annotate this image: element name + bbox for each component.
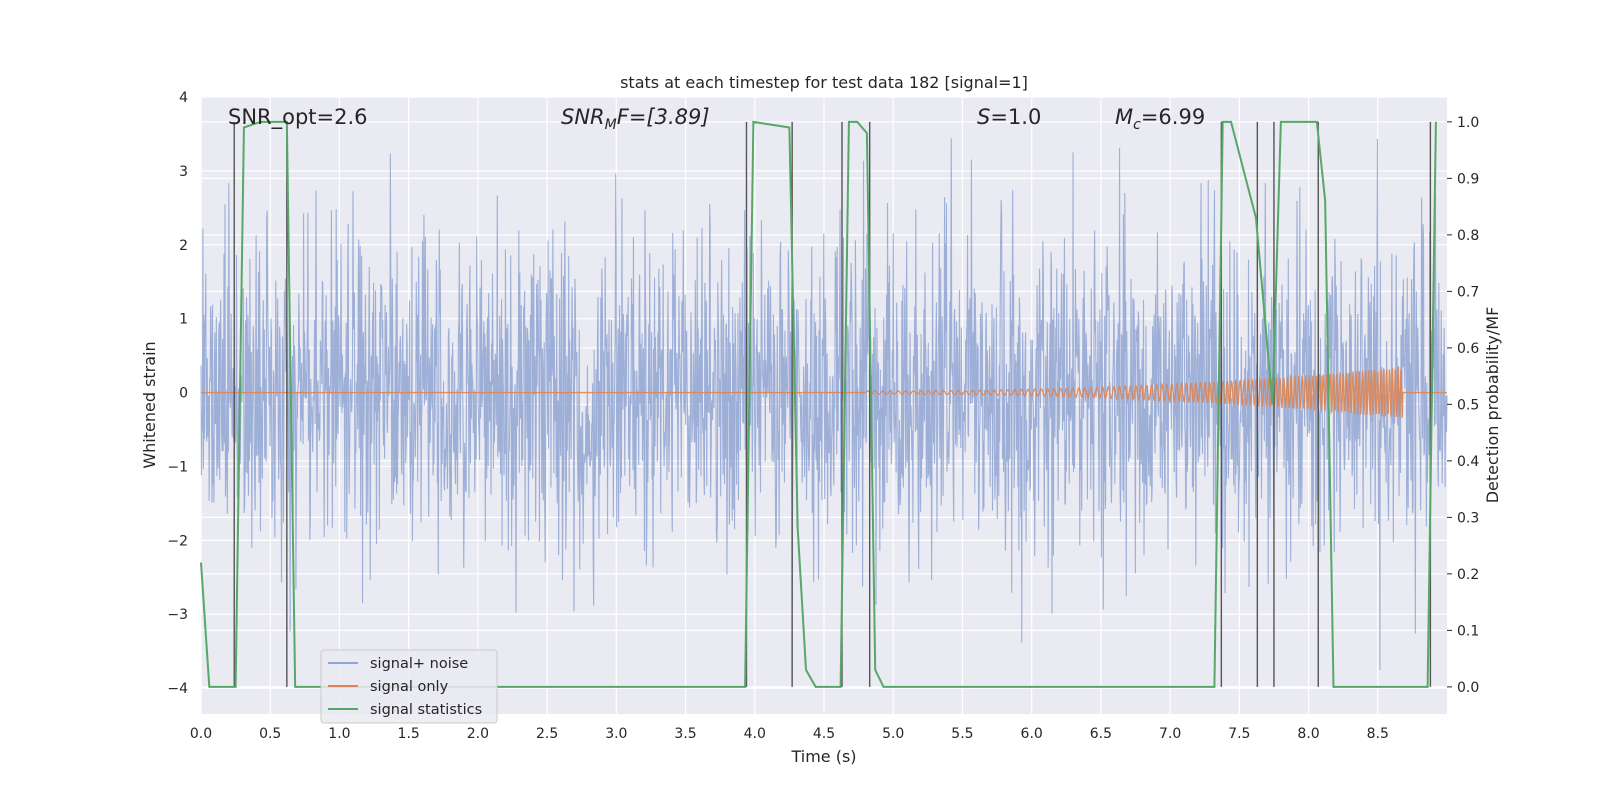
annotation-snr-mf: SNRMF=[3.89] [561,105,710,133]
x-tick-label: 8.0 [1297,726,1319,742]
y-tick-label: −1 [167,459,188,475]
x-tick-label: 0.5 [259,726,281,742]
y-right-tick-label: 0.0 [1457,680,1479,696]
x-tick-label: 8.5 [1367,726,1389,742]
x-tick-labels: 0.0 0.5 1.0 1.5 2.0 2.5 3.0 3.5 4.0 4.5 5.0 5.5 6.0 6… [190,726,1389,742]
legend-label-signal: signal only [370,679,449,695]
y-tick-label: −2 [167,533,188,549]
snr-mf-tail: F=[3.89] [617,105,710,129]
x-tick-label: 0.0 [190,726,212,742]
legend: signal+ noise signal only signal statist… [320,649,498,724]
x-tick-label: 5.5 [951,726,973,742]
legend-box [320,649,498,724]
mc-tail: =6.99 [1141,105,1205,129]
y-right-tick-label: 0.2 [1457,567,1479,583]
y-axis-label: Whitened strain [140,341,159,468]
x-tick-label: 5.0 [882,726,904,742]
y-tick-label: 0 [179,386,188,402]
y-tick-label: 3 [179,164,188,180]
snr-mf-main: SNR [561,105,605,129]
snr-mf-sub: M [605,117,617,133]
annotation-snr-opt: SNR_opt=2.6 [228,105,368,130]
y-tick-labels: 4 3 2 1 0 −1 −2 −3 −4 [167,90,188,697]
y-tick-label: −3 [167,607,188,623]
x-tick-label: 4.5 [813,726,835,742]
signal-only-line [201,367,1447,418]
y-right-tick-label: 0.4 [1457,454,1479,470]
y-right-tick-label: 0.5 [1457,397,1479,413]
x-axis-label: Time (s) [790,747,856,766]
y-right-tick-label: 0.3 [1457,510,1479,526]
x-tick-label: 3.0 [605,726,627,742]
s-tail: =1.0 [990,105,1041,129]
x-tick-label: 6.5 [1090,726,1112,742]
signal-noise-series [200,138,1448,670]
y-right-axis-label: Detection probability/MF [1483,307,1502,504]
legend-label-stats: signal statistics [370,702,482,718]
y-tick-label: 1 [179,312,188,328]
y-right-tick-label: 0.1 [1457,623,1479,639]
x-tick-label: 6.0 [1021,726,1043,742]
y-right-tick-label: 0.9 [1457,171,1479,187]
annotation-mc: Mc=6.99 [1115,105,1205,133]
chart-title: stats at each timestep for test data 182… [620,73,1028,92]
annotation-s: S=1.0 [977,105,1041,129]
mc-sub: c [1133,117,1141,133]
y-right-tick-label: 1.0 [1457,115,1479,131]
y-right-tick-label: 0.7 [1457,284,1479,300]
x-tick-label: 1.0 [328,726,350,742]
x-tick-label: 7.0 [1159,726,1181,742]
y-right-tick-labels: 1.0 0.9 0.8 0.7 0.6 0.5 0.4 0.3 0.2 0.1 0.0 [1447,115,1479,696]
x-tick-label: 3.5 [674,726,696,742]
y-tick-label: 2 [179,238,188,254]
y-right-tick-label: 0.8 [1457,228,1479,244]
signal-only-series [201,367,1447,418]
s-main: S [977,105,990,129]
signal-statistics-line [200,120,1437,688]
signal-statistics-series [200,120,1437,688]
y-tick-label: −4 [167,681,188,697]
mc-main: M [1115,105,1133,129]
x-tick-label: 7.5 [1228,726,1250,742]
signal-noise-line [200,138,1448,670]
legend-label-noise: signal+ noise [370,656,468,672]
y-right-tick-label: 0.6 [1457,341,1479,357]
y-tick-label: 4 [179,90,188,106]
x-tick-label: 4.0 [744,726,766,742]
x-tick-label: 2.0 [467,726,489,742]
x-tick-label: 2.5 [536,726,558,742]
x-tick-label: 1.5 [398,726,420,742]
